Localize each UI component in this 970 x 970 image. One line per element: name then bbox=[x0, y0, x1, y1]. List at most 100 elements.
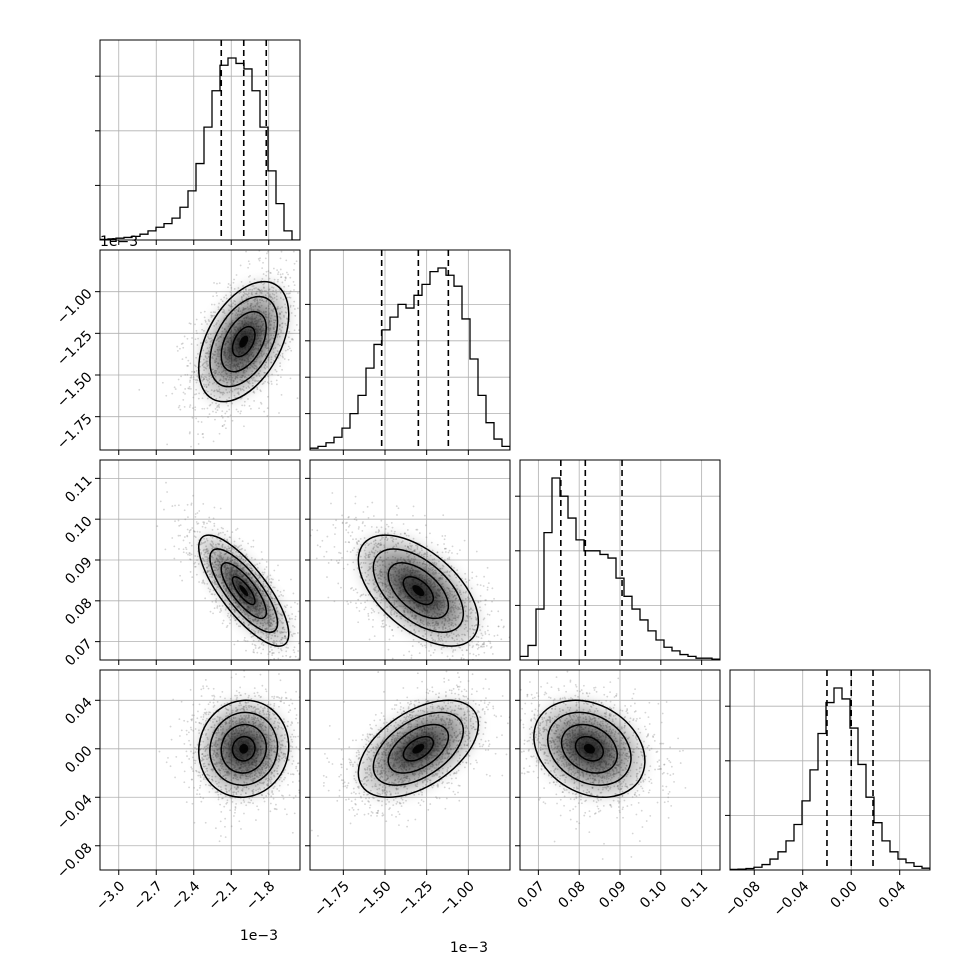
scatter-point bbox=[403, 532, 406, 535]
scatter-point bbox=[458, 646, 460, 648]
scatter-point bbox=[204, 319, 207, 322]
scatter-point bbox=[280, 648, 282, 650]
scatter-point bbox=[364, 594, 367, 597]
scatter-point bbox=[260, 671, 262, 673]
scatter-point bbox=[271, 652, 274, 655]
scatter-point bbox=[362, 593, 365, 596]
scatter-point bbox=[229, 536, 232, 539]
scatter-point bbox=[192, 376, 195, 379]
scatter-point bbox=[289, 667, 291, 669]
scatter-point bbox=[294, 601, 296, 604]
scatter-point bbox=[279, 273, 282, 276]
scatter-point bbox=[252, 539, 255, 542]
scatter-point bbox=[301, 630, 303, 632]
scatter-point bbox=[231, 419, 234, 422]
scatter-point bbox=[210, 316, 213, 319]
scatter-point bbox=[317, 299, 319, 301]
scatter-point bbox=[220, 298, 223, 301]
scatter-point bbox=[177, 534, 180, 537]
scatter-point bbox=[223, 296, 226, 299]
scatter-point bbox=[235, 545, 238, 548]
scatter-point bbox=[428, 650, 431, 652]
pair-panel-1-0 bbox=[100, 246, 319, 450]
scatter-point bbox=[196, 375, 199, 378]
scatter-point bbox=[306, 627, 308, 629]
scatter-point bbox=[288, 347, 291, 350]
scatter-point bbox=[381, 620, 384, 622]
scatter-point bbox=[185, 356, 187, 359]
scatter-point bbox=[442, 514, 445, 517]
scatter-point bbox=[190, 387, 192, 390]
scatter-point bbox=[498, 697, 500, 699]
scatter-point bbox=[302, 629, 304, 631]
scatter-point bbox=[182, 551, 185, 554]
scatter-point bbox=[490, 610, 493, 613]
scatter-point bbox=[226, 614, 229, 617]
scatter-point bbox=[362, 521, 364, 523]
scatter-point bbox=[185, 552, 188, 554]
scatter-point bbox=[186, 503, 189, 506]
scatter-point bbox=[273, 278, 276, 281]
scatter-point bbox=[216, 294, 218, 297]
scatter-point bbox=[174, 388, 177, 390]
scatter-point bbox=[215, 292, 218, 294]
scatter-point bbox=[234, 619, 237, 622]
scatter-point bbox=[292, 632, 295, 635]
scatter-point bbox=[462, 657, 465, 660]
scatter-point bbox=[221, 424, 224, 427]
scatter-point bbox=[233, 278, 235, 281]
scatter-point bbox=[360, 543, 362, 546]
scatter-point bbox=[216, 605, 219, 608]
scatter-point bbox=[226, 530, 229, 533]
scatter-point bbox=[282, 356, 284, 359]
scatter-point bbox=[190, 445, 192, 448]
scatter-point bbox=[186, 535, 189, 538]
scatter-point bbox=[191, 416, 194, 419]
scatter-point bbox=[268, 578, 271, 581]
scatter-point bbox=[240, 548, 242, 551]
scatter-point bbox=[257, 258, 260, 260]
scatter-point bbox=[402, 654, 405, 657]
scatter-point bbox=[285, 292, 288, 295]
scatter-point bbox=[192, 407, 194, 409]
scatter-point bbox=[270, 646, 272, 648]
scatter-point bbox=[258, 562, 261, 565]
scatter-point bbox=[243, 404, 246, 407]
scatter-point bbox=[176, 349, 179, 352]
scatter-point bbox=[184, 546, 187, 549]
scatter-point bbox=[355, 538, 357, 540]
scatter-point bbox=[197, 443, 200, 445]
scatter-point bbox=[278, 412, 280, 414]
scatter-point bbox=[210, 314, 213, 317]
scatter-point bbox=[261, 571, 264, 574]
scatter-point bbox=[287, 336, 290, 339]
scatter-point bbox=[363, 608, 366, 611]
scatter-point bbox=[227, 404, 229, 407]
scatter-point bbox=[253, 651, 255, 654]
scatter-point bbox=[280, 649, 283, 652]
scatter-point bbox=[179, 524, 182, 527]
scatter-point bbox=[311, 529, 314, 531]
scatter-point bbox=[290, 634, 293, 636]
scatter-point bbox=[201, 582, 204, 584]
scatter-point bbox=[451, 545, 454, 548]
scatter-point bbox=[250, 557, 253, 559]
scatter-point bbox=[266, 381, 269, 384]
scatter-point bbox=[265, 566, 268, 568]
scatter-point bbox=[287, 285, 290, 287]
scatter-point bbox=[183, 536, 186, 538]
scatter-point bbox=[293, 262, 296, 265]
scatter-point bbox=[194, 408, 197, 411]
scatter-point bbox=[181, 358, 184, 360]
scatter-point bbox=[235, 623, 238, 625]
scatter-point bbox=[299, 246, 301, 248]
scatter-point bbox=[523, 634, 525, 636]
scatter-point bbox=[194, 565, 196, 568]
scatter-point bbox=[496, 634, 499, 637]
scatter-point bbox=[486, 566, 489, 569]
scatter-point bbox=[404, 532, 406, 535]
scatter-point bbox=[347, 603, 350, 605]
scatter-point bbox=[294, 615, 297, 618]
scatter-point bbox=[337, 561, 340, 564]
scatter-point bbox=[297, 307, 299, 310]
